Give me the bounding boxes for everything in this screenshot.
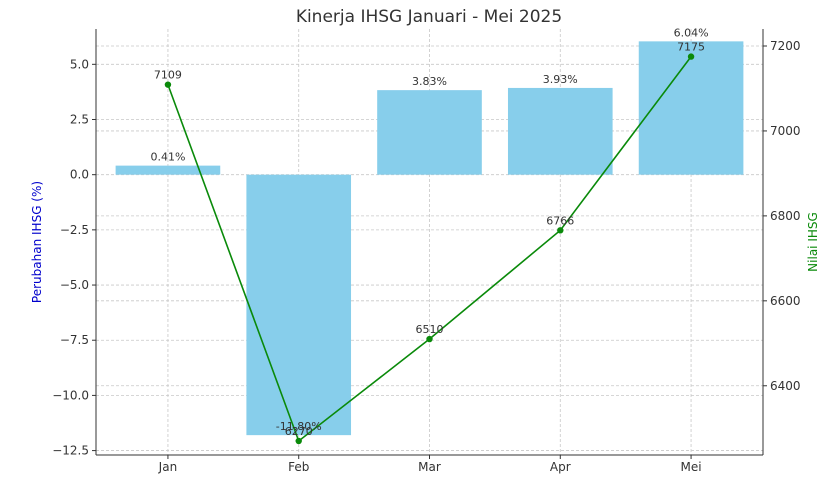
right-tick-label: 7200 [770,39,801,53]
line-value-label: 6270 [285,425,313,438]
left-tick-label: −10.0 [52,388,89,402]
bar [115,165,221,175]
left-axis-label: Perubahan IHSG (%) [30,181,44,303]
line-point [557,227,564,234]
left-tick-label: −2.5 [60,223,89,237]
line-value-label: 7109 [154,69,182,82]
x-tick-label: Feb [288,460,309,474]
x-tick-label: Apr [550,460,571,474]
x-tick-label: Jan [158,460,178,474]
line-value-label: 7175 [677,41,705,54]
labels-layer: 0.41% -11.80% 3.83% 3.93% 6.04% 7109 6270 6510 6… [150,26,708,438]
bar-value-label: 3.93% [543,73,578,86]
bar-value-label: -11.80% [276,420,322,433]
x-tick-label: Mei [681,460,702,474]
right-tick-label: 6400 [770,379,801,393]
left-tick-label: 2.5 [70,112,89,126]
bar-value-label: 6.04% [674,26,709,39]
right-axis-label: Nilai IHSG [806,212,820,272]
left-tick-label: −7.5 [60,333,89,347]
left-tick-label: 5.0 [70,57,89,71]
line-point [426,335,433,343]
bar [507,87,613,175]
line-point [687,53,695,60]
right-tick-label: 6600 [770,294,801,308]
bar [377,90,482,175]
line-value-label: 6510 [416,323,444,336]
line-value-label: 6766 [546,214,574,227]
bar [246,174,352,436]
line-point [164,81,172,88]
bar-value-label: 3.83% [412,75,447,88]
left-tick-label: −12.5 [52,444,89,458]
bar-value-label: 0.41% [150,151,185,164]
left-tick-label: 0.0 [70,168,89,182]
left-tick-label: −5.0 [60,278,89,292]
x-tick-label: Mar [418,460,441,474]
bars-layer [115,41,744,436]
line-point [295,437,302,445]
axes-layer: 5.0 2.5 0.0 −2.5 −5.0 −7.5 −10.0 −12.5 7200 7000 6… [52,29,801,474]
points-layer [164,53,695,445]
bar [638,41,744,175]
right-tick-label: 7000 [770,124,801,138]
chart-title: Kinerja IHSG Januari - Mei 2025 [296,7,562,27]
right-tick-label: 6800 [770,209,801,223]
